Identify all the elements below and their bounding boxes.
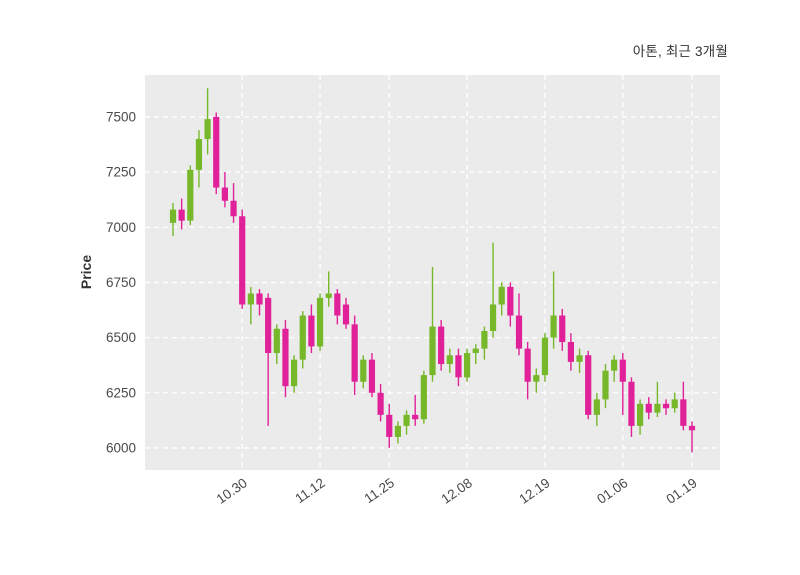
candle-body (628, 381, 635, 426)
candle-body (195, 138, 203, 170)
candle-body (247, 293, 254, 305)
y-axis-label: Price (78, 254, 94, 290)
candle-body (239, 216, 246, 305)
candle-body (325, 293, 332, 298)
candle-body (671, 399, 678, 409)
candle-body (187, 169, 194, 221)
candle-body (481, 330, 488, 349)
candle-body (412, 414, 419, 420)
candle-body (688, 425, 696, 431)
candle-body (541, 337, 549, 376)
candle-body (533, 375, 540, 382)
x-tick-label: 10.30 (214, 475, 250, 507)
y-tick-label: 6750 (106, 275, 136, 290)
candle-body (273, 328, 280, 354)
candle-body (619, 359, 626, 382)
candle-body (169, 209, 177, 223)
candle-body (559, 315, 566, 343)
candle-body (585, 355, 592, 415)
candle-body (334, 293, 341, 316)
candle-body (593, 399, 600, 415)
candle-body (394, 425, 401, 437)
candle-body (438, 326, 445, 365)
candle-body (386, 414, 393, 437)
candle-body (256, 293, 263, 305)
y-tick-label: 7500 (106, 109, 136, 124)
candle-body (360, 359, 367, 382)
candle-body (550, 315, 557, 338)
chart-title: 아톤, 최근 3개월 (632, 44, 728, 59)
candle-body (403, 414, 410, 426)
candle-body (654, 403, 661, 413)
y-tick-label: 6250 (106, 385, 136, 400)
candle-body (221, 187, 228, 201)
candle-body (204, 119, 211, 139)
candle-body (351, 324, 358, 382)
candle-body (507, 286, 514, 316)
x-tick-label: 11.25 (362, 475, 397, 506)
candle-body (645, 403, 652, 413)
candle-body (567, 342, 574, 362)
candle-body (420, 375, 427, 420)
candle-body (265, 297, 272, 354)
y-tick-label: 6500 (106, 330, 136, 345)
x-tick-label: 12.08 (439, 475, 475, 507)
candle-body (342, 304, 350, 325)
candle-body (429, 326, 436, 376)
candle-body (472, 348, 479, 354)
y-tick-label: 7250 (106, 165, 136, 180)
x-tick-label: 12.19 (516, 475, 552, 507)
x-tick-label: 01.06 (594, 475, 630, 507)
candle-body (282, 328, 289, 387)
x-tick-label: 01.19 (663, 475, 699, 507)
candle-body (446, 355, 453, 365)
candle-body (662, 403, 670, 409)
candle-body (308, 315, 315, 347)
candle-body (498, 286, 505, 305)
candle-body (299, 315, 306, 360)
y-tick-label: 7000 (106, 220, 136, 235)
candle-body (368, 359, 376, 393)
candle-body (489, 304, 497, 331)
candle-body (524, 348, 531, 382)
candle-body (230, 200, 237, 217)
x-tick-label: 11.12 (292, 475, 327, 506)
candle-body (576, 355, 583, 362)
candle-body (455, 355, 462, 378)
candle-body (291, 359, 298, 387)
candle-body (316, 297, 324, 347)
candle-body (637, 403, 644, 426)
candle-body (680, 399, 687, 426)
candle-body (602, 370, 609, 400)
candle-body (377, 392, 384, 415)
candle-body (611, 359, 618, 371)
candle-body (213, 116, 220, 188)
y-tick-label: 6000 (106, 440, 136, 455)
candle-body (178, 209, 185, 221)
candle-body (515, 315, 523, 349)
candle-body (464, 353, 471, 378)
